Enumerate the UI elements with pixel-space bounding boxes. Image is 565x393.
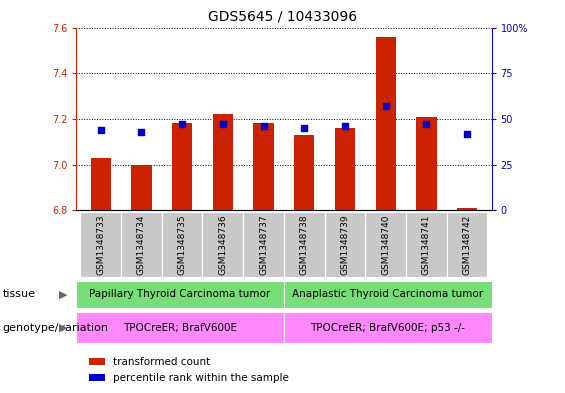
Text: GSM1348739: GSM1348739 [341,214,350,275]
Point [218,121,227,127]
Bar [284,212,325,277]
Point [381,103,390,109]
Bar [284,312,492,343]
Text: genotype/variation: genotype/variation [3,323,109,333]
Text: GSM1348736: GSM1348736 [218,214,227,275]
Point [177,121,186,127]
Bar [76,312,284,343]
Bar [447,212,488,277]
Text: transformed count: transformed count [113,357,210,367]
Text: tissue: tissue [3,289,36,299]
Bar [253,123,273,210]
Bar [172,123,192,210]
Text: GSM1348735: GSM1348735 [177,214,186,275]
Text: Anaplastic Thyroid Carcinoma tumor: Anaplastic Thyroid Carcinoma tumor [292,289,483,299]
Bar [131,165,151,210]
Bar [416,117,437,210]
Bar [325,212,366,277]
Text: TPOCreER; BrafV600E: TPOCreER; BrafV600E [123,323,237,333]
Text: ▶: ▶ [59,323,68,333]
Bar [457,208,477,210]
Text: GSM1348737: GSM1348737 [259,214,268,275]
Bar [90,158,111,210]
Text: GSM1348742: GSM1348742 [463,214,472,275]
Text: Papillary Thyroid Carcinoma tumor: Papillary Thyroid Carcinoma tumor [89,289,271,299]
Bar [294,135,315,210]
Point [422,121,431,127]
Bar [202,212,243,277]
Bar [284,281,492,308]
Bar [80,212,121,277]
Bar [243,212,284,277]
Bar [89,358,105,365]
Bar [376,37,396,210]
Point [96,127,105,133]
Bar [366,212,406,277]
Bar [406,212,447,277]
Text: GDS5645 / 10433096: GDS5645 / 10433096 [208,10,357,24]
Text: GSM1348734: GSM1348734 [137,214,146,275]
Bar [89,374,105,381]
Text: GSM1348733: GSM1348733 [96,214,105,275]
Text: TPOCreER; BrafV600E; p53 -/-: TPOCreER; BrafV600E; p53 -/- [310,323,465,333]
Point [259,123,268,129]
Bar [335,128,355,210]
Point [463,130,472,137]
Point [137,129,146,135]
Text: GSM1348740: GSM1348740 [381,214,390,275]
Point [341,123,350,129]
Text: GSM1348738: GSM1348738 [300,214,308,275]
Point [300,125,309,131]
Text: GSM1348741: GSM1348741 [422,214,431,275]
Bar [121,212,162,277]
Text: percentile rank within the sample: percentile rank within the sample [113,373,289,383]
Text: ▶: ▶ [59,289,68,299]
Bar [76,281,284,308]
Bar [212,114,233,210]
Bar [162,212,202,277]
